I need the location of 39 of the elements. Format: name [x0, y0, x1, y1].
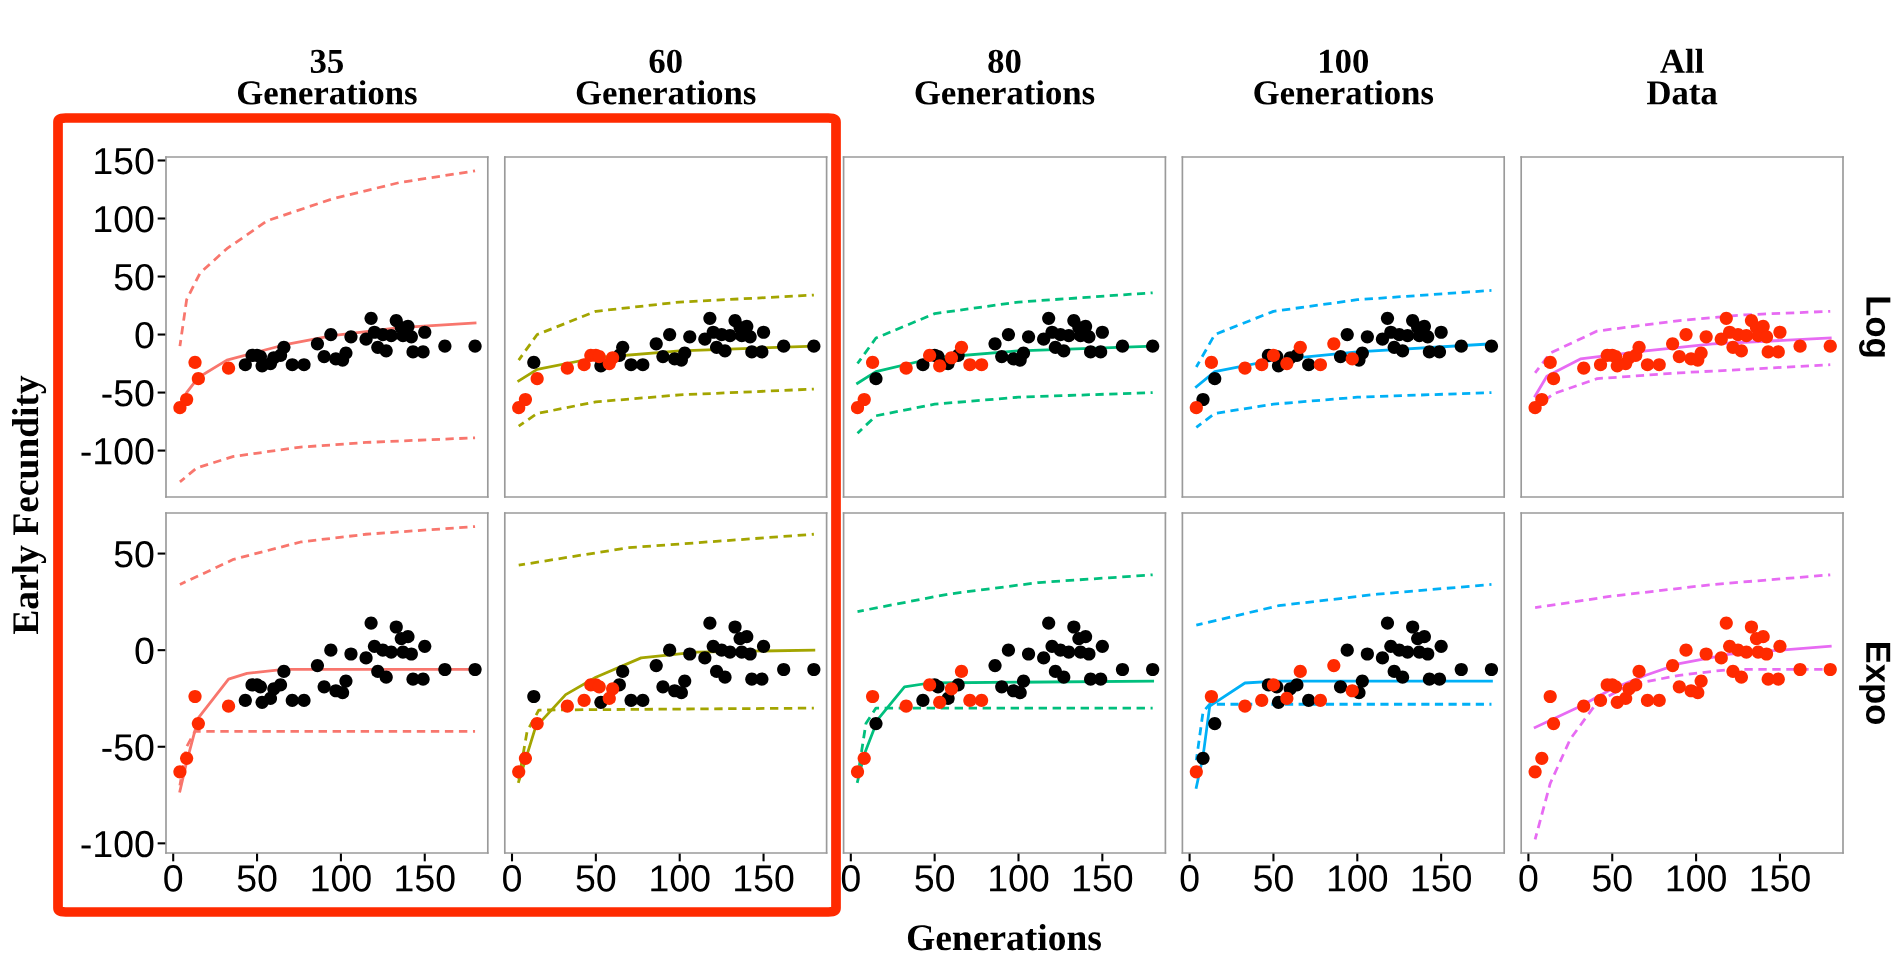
y-axis-title: Early Fecundity	[12, 375, 47, 635]
y-tick-label: 100	[95, 205, 154, 233]
chart-title: 80 Generations	[915, 49, 1095, 105]
x-tick-label: 50	[1592, 865, 1632, 892]
x-tick-label: 0	[503, 865, 521, 892]
x-tick-label: 0	[841, 865, 860, 892]
y-tick-label: -100	[81, 437, 154, 465]
y-tick-label: -50	[102, 379, 154, 407]
x-tick-label: 50	[237, 865, 277, 892]
x-tick-label: 150	[396, 865, 455, 892]
x-tick-label: 100	[990, 865, 1049, 892]
x-tick-label: 100	[312, 865, 371, 892]
x-tick-label: 0	[1519, 865, 1538, 892]
text: Expo	[1859, 642, 1891, 725]
x-axis-title: Generations	[907, 923, 1101, 951]
chart-title: 60 Generations	[576, 49, 756, 105]
y-tick-label: 150	[95, 147, 154, 175]
y-tick-label: 50	[114, 263, 154, 291]
x-tick-label: 100	[1667, 865, 1726, 892]
x-tick-label: 50	[915, 865, 955, 892]
x-tick-label: 0	[164, 865, 183, 892]
x-tick-label: 100	[651, 865, 710, 892]
y-tick-label: -50	[102, 734, 154, 761]
x-tick-label: 150	[735, 865, 794, 892]
chart-title: 100 Generations	[1254, 49, 1434, 105]
x-tick-label: 150	[1751, 865, 1810, 892]
y-tick-label: 0	[135, 321, 154, 349]
y-tick-label: -100	[81, 830, 154, 858]
chart-title: All Data	[1647, 48, 1718, 105]
x-tick-label: 100	[1328, 865, 1388, 892]
text: Log	[1859, 297, 1891, 357]
y-tick-label: 50	[114, 540, 154, 568]
y-tick-label: 0	[135, 637, 154, 665]
x-tick-label: 150	[1412, 865, 1471, 892]
x-tick-label: 0	[1180, 865, 1199, 892]
chart-title: 35 Generations	[237, 49, 417, 105]
x-tick-label: 50	[576, 865, 616, 892]
x-tick-label: 150	[1073, 865, 1133, 892]
x-tick-label: 50	[1254, 865, 1293, 892]
